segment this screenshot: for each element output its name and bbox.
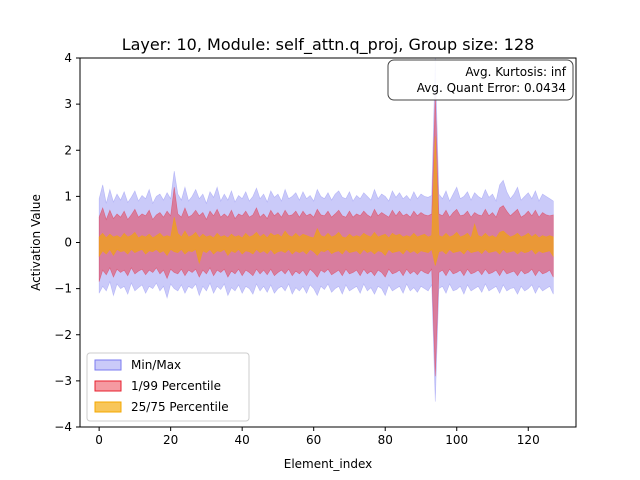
band-minmax bbox=[98, 57, 554, 402]
quant-error-text: Avg. Quant Error: 0.0434 bbox=[417, 81, 566, 95]
legend-swatch-1-99 bbox=[94, 380, 122, 392]
x-tick-label: 20 bbox=[163, 433, 178, 447]
y-axis-label: Activation Value bbox=[29, 194, 43, 291]
x-tick-label: 80 bbox=[378, 433, 393, 447]
chart-title: Layer: 10, Module: self_attn.q_proj, Gro… bbox=[122, 35, 535, 55]
x-tick-label: 60 bbox=[306, 433, 321, 447]
band-25-75 bbox=[98, 136, 554, 266]
x-axis-ticks: 0 20 40 60 80 100 120 bbox=[95, 427, 540, 447]
y-axis-ticks: −4 −3 −2 −1 0 1 2 3 4 bbox=[54, 51, 80, 434]
stats-annotation-box bbox=[387, 59, 574, 101]
legend-box bbox=[86, 352, 250, 422]
stats-annotation: Avg. Kurtosis: inf Avg. Quant Error: 0.0… bbox=[387, 59, 574, 101]
y-tick-label: 2 bbox=[64, 143, 72, 157]
legend: Min/Max 1/99 Percentile 25/75 Percentile bbox=[86, 352, 250, 422]
legend-swatch-minmax bbox=[94, 359, 122, 371]
y-tick-label: −4 bbox=[54, 420, 72, 434]
y-tick-label: 1 bbox=[64, 189, 72, 203]
x-tick-label: 100 bbox=[445, 433, 468, 447]
y-tick-label: 0 bbox=[64, 236, 72, 250]
x-tick-label: 0 bbox=[95, 433, 103, 447]
legend-label-1-99: 1/99 Percentile bbox=[131, 379, 221, 393]
y-tick-label: 4 bbox=[64, 51, 72, 65]
x-axis-label: Element_index bbox=[284, 457, 373, 471]
x-tick-label: 120 bbox=[517, 433, 540, 447]
x-tick-label: 40 bbox=[235, 433, 250, 447]
band-layer bbox=[98, 57, 554, 402]
y-tick-label: 3 bbox=[64, 97, 72, 111]
legend-swatch-25-75 bbox=[94, 401, 122, 413]
kurtosis-text: Avg. Kurtosis: inf bbox=[465, 65, 566, 79]
y-tick-label: −2 bbox=[54, 328, 72, 342]
legend-label-25-75: 25/75 Percentile bbox=[131, 400, 229, 414]
y-tick-label: −3 bbox=[54, 374, 72, 388]
y-tick-label: −1 bbox=[54, 282, 72, 296]
legend-label-minmax: Min/Max bbox=[131, 358, 181, 372]
